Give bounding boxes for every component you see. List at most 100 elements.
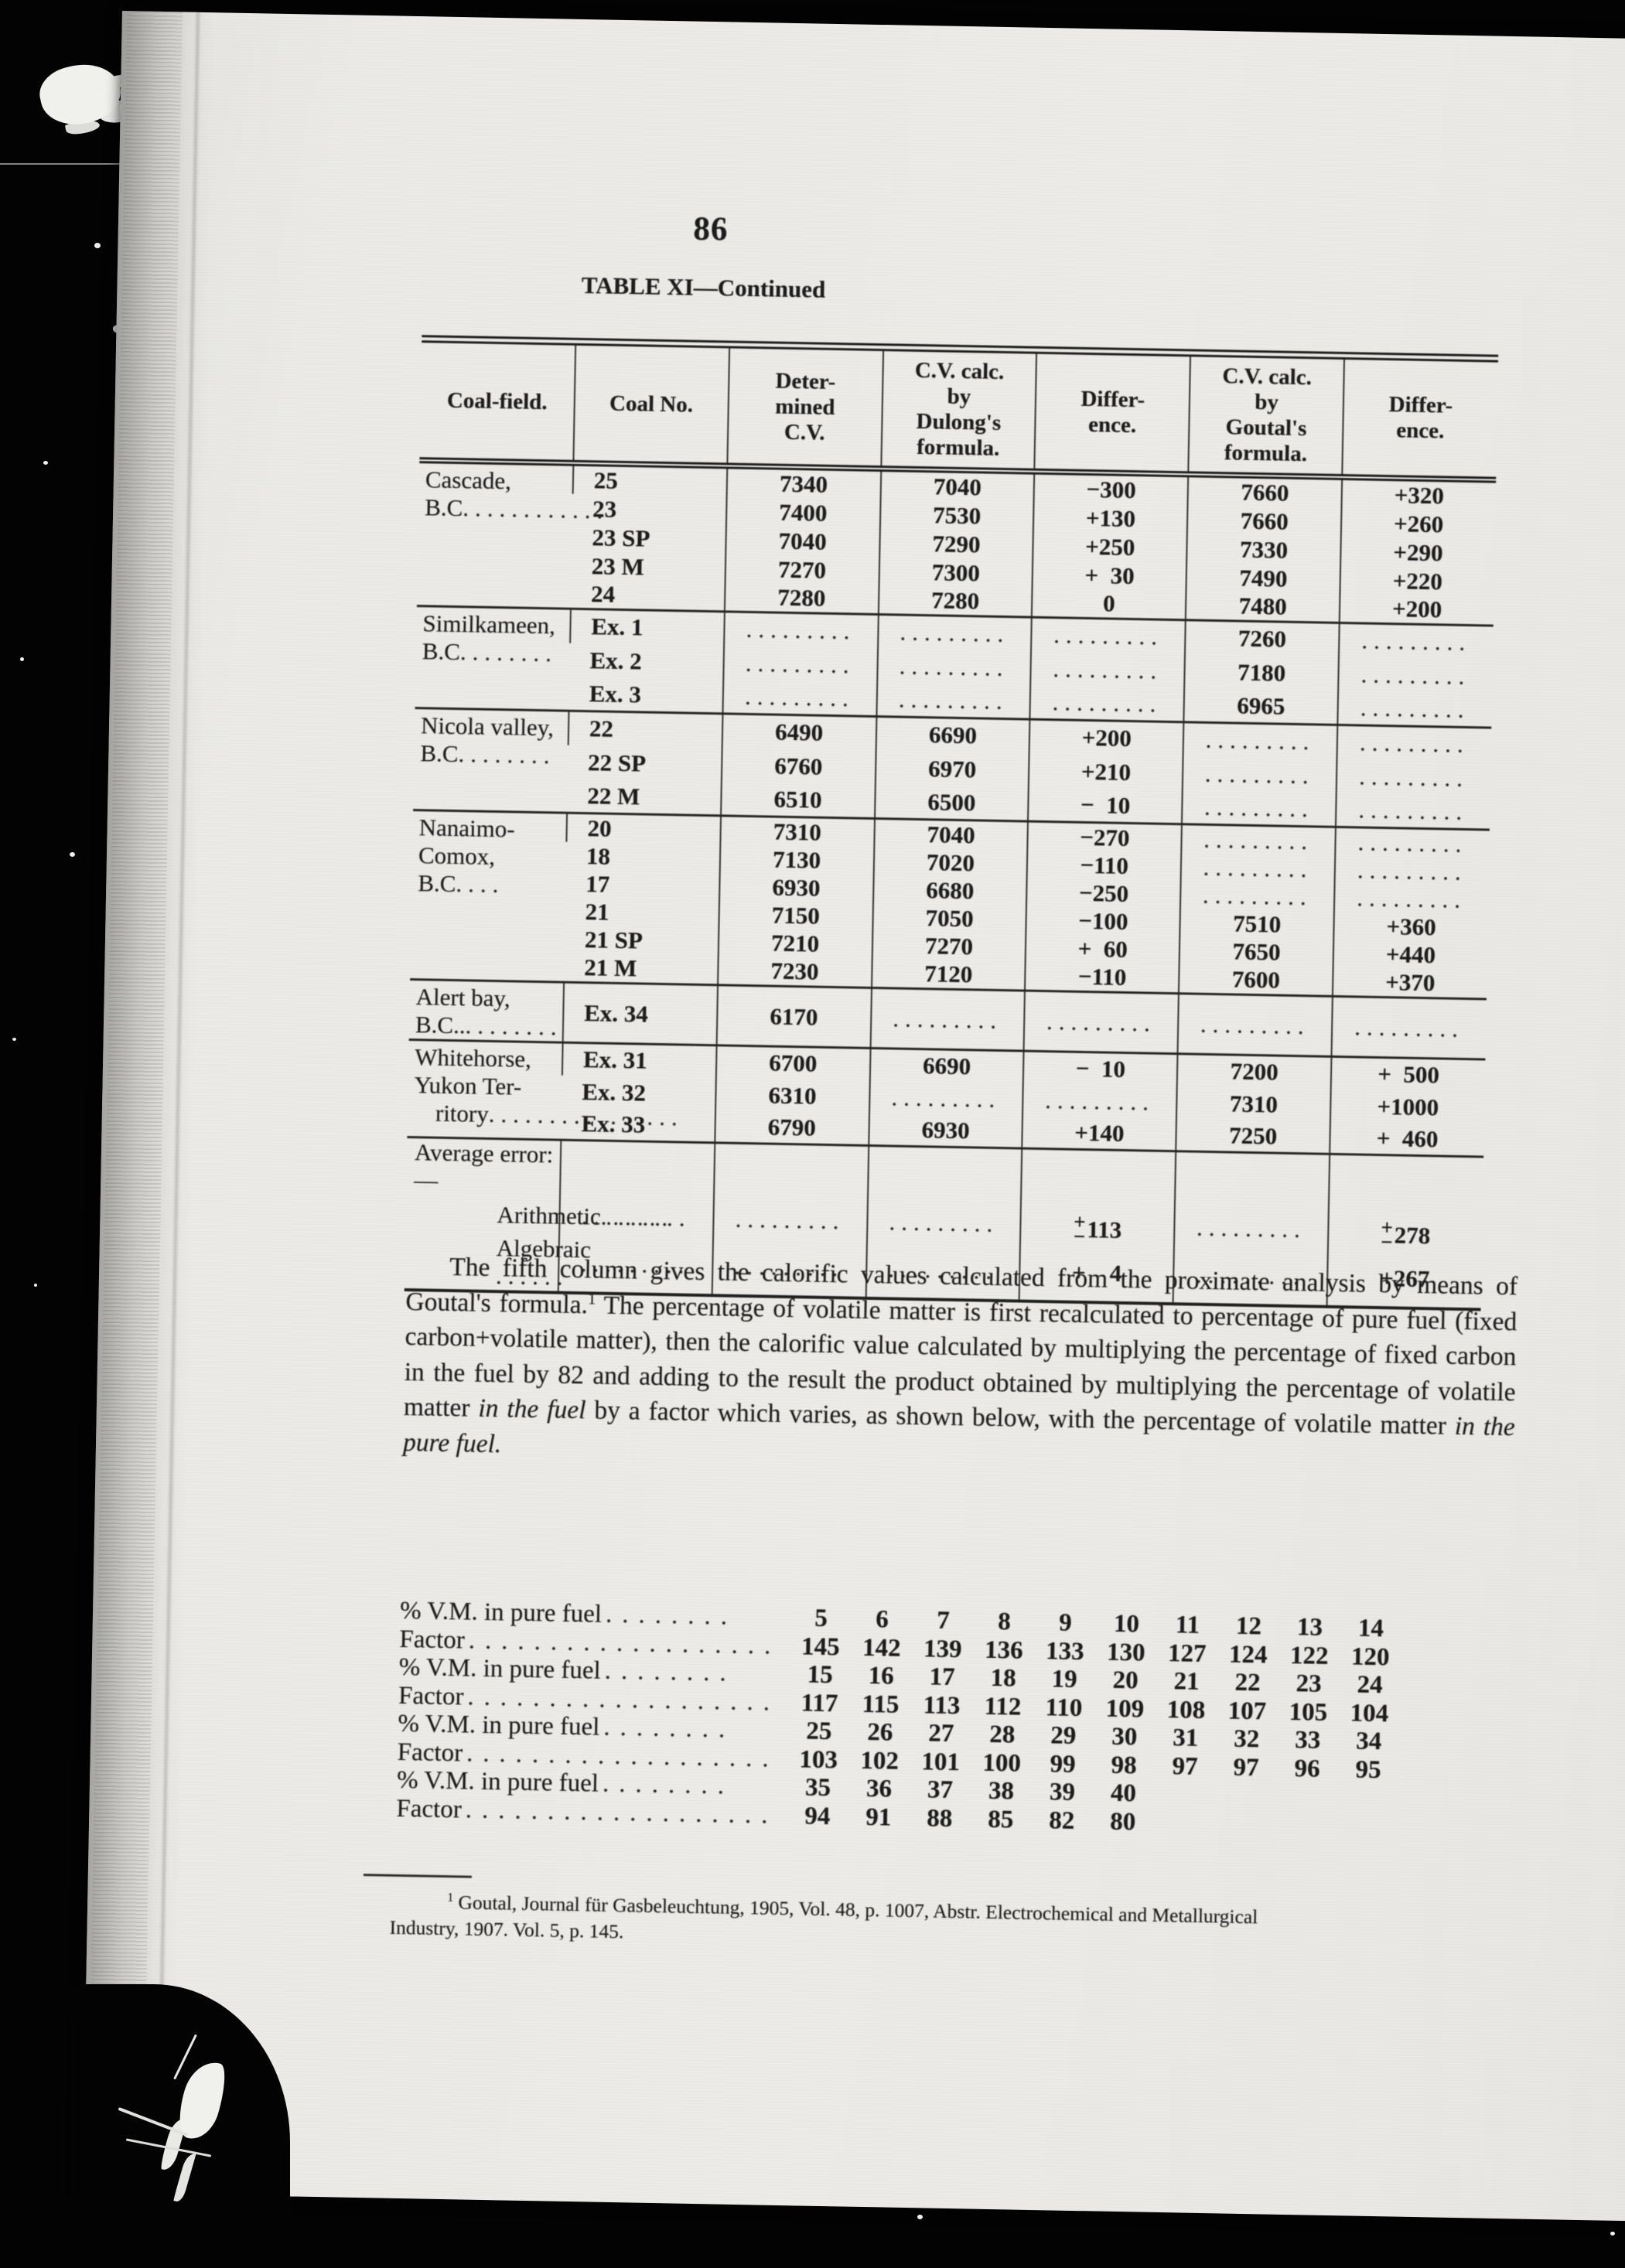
coal-field-block: Similkameen, B.C........ Ex. 1...........…: [415, 605, 1494, 728]
factor-value: 8: [997, 1608, 1012, 1636]
table-cell: +130: [1033, 502, 1188, 534]
factor-value: 97: [1172, 1751, 1198, 1781]
column-header-line: Dulong's: [916, 408, 1002, 435]
label-text: Factor: [399, 1625, 466, 1654]
factor-value: 80: [1109, 1807, 1136, 1836]
dot-leader: .........: [1360, 660, 1471, 690]
coal-field-label-line: Similkameen, B.C........: [422, 609, 567, 667]
table-cell: .........: [1023, 991, 1179, 1054]
factor-value: 105: [1289, 1697, 1328, 1727]
factor-value: 99: [1050, 1749, 1076, 1779]
table-cell: 7270: [872, 930, 1026, 962]
table-cell: −300: [1033, 471, 1189, 506]
table-cell: 7020: [873, 847, 1028, 878]
column-header-line: Differ-: [1080, 386, 1145, 413]
table-cell: .........: [1182, 755, 1337, 793]
column-header-line: formula.: [1224, 440, 1308, 467]
factor-value: 6: [875, 1605, 889, 1634]
table-cell: [1021, 1148, 1176, 1209]
calorific-value-table: Coal-field. Coal No. Deter-mined C.V. C.V. c…: [404, 335, 1499, 1311]
value-number: 278: [1394, 1221, 1431, 1250]
table-cell: +260: [1340, 507, 1496, 540]
table-cell: 6700: [715, 1045, 871, 1081]
coal-field-label-line: Nanaimo-Comox, B.C....: [418, 813, 563, 899]
factor-value: 110: [1045, 1693, 1083, 1722]
table-cell: .........: [1029, 685, 1185, 722]
table-cell: −270: [1027, 821, 1183, 854]
table-cell: [867, 1145, 1022, 1206]
table-cell: .........: [869, 1080, 1024, 1117]
minus-sign: −: [1073, 1224, 1086, 1249]
dot-leader: .........: [1053, 621, 1164, 651]
factor-value: 36: [865, 1775, 893, 1803]
table-cell: +1000: [1330, 1089, 1485, 1125]
table-cell: −250: [1026, 878, 1181, 909]
table-cell: Ex. 32: [582, 1077, 647, 1107]
factor-value: 9: [1058, 1608, 1073, 1637]
dot-leader: .........: [1202, 881, 1313, 911]
table-cell: .........: [866, 1202, 1022, 1244]
scan-speck: [917, 2215, 923, 2219]
table-cell: −110: [1027, 850, 1182, 882]
dot-leader: .........: [889, 1208, 999, 1238]
table-cell: 7310: [720, 815, 875, 848]
factor-value: 142: [862, 1633, 901, 1663]
factor-value: 108: [1166, 1695, 1206, 1724]
table-cell: 7180: [1184, 653, 1340, 691]
table-cell: +140: [1022, 1116, 1177, 1151]
factor-value: 102: [860, 1746, 900, 1775]
dot-leader: .........: [746, 616, 856, 645]
table-cell: +200: [1339, 593, 1494, 626]
factor-value: 11: [1175, 1611, 1200, 1639]
dot-leader: .........: [1205, 726, 1316, 755]
column-header-line: by: [947, 384, 971, 410]
factor-value: 25: [806, 1717, 832, 1746]
table-cell: 7660: [1187, 474, 1343, 508]
table-cell: 7300: [879, 557, 1033, 588]
table-cell: .........: [877, 614, 1033, 652]
coal-field-block: Cascade, B.C............ 25 7340 7040 −300 76…: [416, 460, 1497, 626]
table-cell: 22: [568, 711, 723, 748]
table-cell: 7260: [1185, 619, 1340, 657]
table-cell: 7250: [1176, 1118, 1331, 1154]
dot-leader: .........: [735, 1205, 845, 1235]
paragraph-italic: in the fuel: [478, 1393, 586, 1425]
plus-minus-value: + −113: [1073, 1210, 1122, 1249]
dot-leader: .........: [1357, 884, 1467, 914]
factor-value: 120: [1350, 1642, 1390, 1671]
column-header-line: by: [1254, 389, 1279, 415]
scan-speck: [20, 657, 24, 661]
dot-leader: .........: [1203, 853, 1313, 883]
factor-value: 124: [1228, 1640, 1268, 1669]
table-cell: .........: [876, 682, 1031, 720]
table-cell: Ex. 31: [562, 1042, 717, 1078]
table-cell: .........: [558, 1196, 714, 1239]
table-cell: Ex. 1: [569, 609, 725, 646]
scan-speck: [43, 461, 48, 465]
table-cell: +320: [1341, 477, 1497, 511]
dot-leader: .........: [899, 652, 1009, 681]
table-cell: 7660: [1187, 505, 1342, 537]
table-cell: + 60: [1026, 933, 1180, 965]
table-cell: .........: [1336, 759, 1491, 796]
dot-leader: .........: [1200, 1010, 1311, 1039]
table-cell: .........: [1180, 853, 1336, 884]
factor-value: 38: [988, 1776, 1015, 1806]
column-header: Coal No.: [573, 341, 729, 466]
factor-value: 18: [990, 1663, 1017, 1693]
table-cell: 6500: [874, 784, 1029, 822]
factor-value: 112: [984, 1692, 1022, 1721]
table-cell: + −278: [1327, 1210, 1483, 1253]
factor-value: 82: [1048, 1806, 1075, 1835]
factor-value: 94: [804, 1802, 831, 1830]
label-text: % V.M. in pure fuel: [398, 1652, 602, 1685]
table-cell: −110: [1025, 961, 1179, 994]
dot-leader: .........: [1052, 687, 1162, 718]
table-cell: 6690: [876, 716, 1030, 754]
table-cell: 6965: [1183, 687, 1339, 725]
table-cell: 7040: [880, 469, 1035, 503]
factor-value: 10: [1113, 1609, 1140, 1639]
table-cell: .........: [1180, 881, 1335, 912]
label-leader-dots: ........: [605, 1600, 738, 1631]
table-cell: [713, 1142, 869, 1202]
